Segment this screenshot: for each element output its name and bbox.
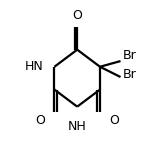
- Text: O: O: [72, 9, 82, 22]
- Text: Br: Br: [123, 68, 137, 81]
- Text: NH: NH: [68, 120, 87, 133]
- Text: O: O: [109, 114, 119, 127]
- Text: Br: Br: [123, 49, 137, 62]
- Text: HN: HN: [25, 60, 44, 73]
- Text: O: O: [35, 114, 45, 127]
